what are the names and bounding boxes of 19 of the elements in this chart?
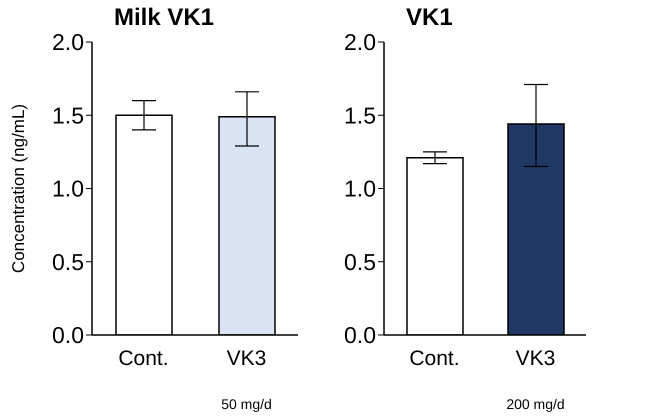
y-axis-title: Concentration (ng/mL) [9,104,28,274]
chart-title: VK1 [406,4,453,32]
y-tick-label: 0.0 [344,322,376,348]
x-tick-label: VK3 [226,347,266,370]
text: 50 mg/d [221,396,272,412]
text: 200 mg/d [506,396,565,412]
y-tick-label: 0.5 [344,248,376,275]
y-tick-label: 1.0 [52,176,84,202]
y-tick-label: 1.5 [52,102,84,128]
x-tick-label: Cont. [118,347,169,370]
y-tick-label: 1.5 [344,102,376,128]
y-tick-label: 2.0 [52,29,84,56]
y-tick-label: 0.5 [52,248,84,275]
chart-title: Milk VK1 [114,4,214,32]
x-tick-label: VK3 [516,347,556,370]
x-tick-label: Cont. [409,347,460,370]
y-tick-label: 2.0 [344,29,376,56]
y-tick-label: 1.0 [344,176,376,202]
y-tick-label: 0.0 [52,322,84,348]
